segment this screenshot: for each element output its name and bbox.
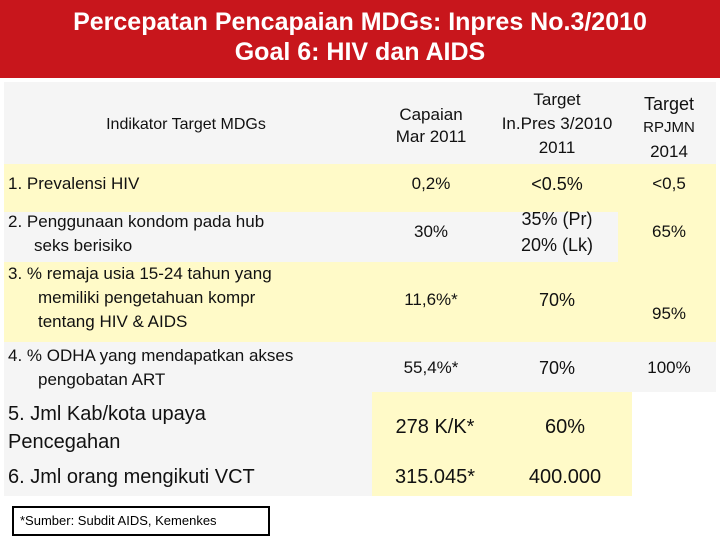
title-bar: Percepatan Pencapaian MDGs: Inpres No.3/…: [0, 0, 720, 78]
row4-inpres: 70%: [538, 358, 576, 378]
row5-capaian: 278 K/K*: [395, 416, 475, 438]
row5-inpres: 60%: [544, 416, 586, 438]
row2-inpres: 35% (Pr) 20% (Lk): [490, 206, 624, 258]
row1-rpjmn: <0,5: [652, 174, 686, 193]
row3-rpjmn: 95%: [651, 304, 687, 323]
row5-indicator: 5. Jml Kab/kota upaya Pencegahan: [8, 400, 206, 456]
empty-corner: [632, 392, 716, 496]
header-inpres-line2: In.Pres 3/2010: [501, 114, 613, 133]
header-rpjmn-line2: RPJMN: [643, 119, 695, 136]
vct-highlight: [372, 392, 632, 496]
row4-indicator-line1: 4. % ODHA yang mendapatkan akses: [8, 346, 294, 365]
row3-indicator: 3. % remaja usia 15-24 tahun yang memili…: [8, 262, 272, 334]
row-4-band: [4, 262, 716, 342]
row1-inpres: <0.5%: [531, 174, 583, 194]
row6-capaian: 315.045*: [394, 466, 476, 488]
row2-inpres-line2: 20% (Lk): [520, 235, 594, 255]
header-inpres: Target In.Pres 3/2010 2011: [490, 88, 624, 160]
header-capaian-line2: Mar 2011: [395, 127, 467, 146]
title-line-2: Goal 6: HIV dan AIDS: [234, 38, 486, 66]
row3-inpres: 70%: [538, 290, 576, 310]
header-rpjmn-line3: 2014: [650, 142, 688, 161]
header-inpres-line3: 2011: [538, 138, 576, 157]
row2-inpres-line1: 35% (Pr): [521, 209, 593, 229]
row5-indicator-line1: 5. Jml Kab/kota upaya: [8, 403, 206, 425]
row1-indicator: 1. Prevalensi HIV: [8, 174, 140, 193]
row6-inpres: 400.000: [528, 466, 602, 488]
title-line-1: Percepatan Pencapaian MDGs: Inpres No.3/…: [73, 8, 647, 36]
header-rpjmn: Target RPJMN 2014: [622, 92, 716, 164]
row3-indicator-line3: tentang HIV & AIDS: [38, 312, 188, 331]
row2-rpjmn: 65%: [651, 222, 687, 241]
row4-rpjmn: 100%: [647, 358, 691, 377]
row3-capaian: 11,6%*: [404, 290, 458, 309]
header-inpres-line1: Target: [533, 90, 581, 109]
row3-indicator-line2: memiliki pengetahuan kompr: [38, 288, 256, 307]
row1-capaian: 0,2%: [411, 174, 451, 193]
row4-indicator-line2: pengobatan ART: [38, 370, 166, 389]
row-2-band: [4, 164, 716, 212]
indicator-table: Indikator Target MDGs Capaian Mar 2011 T…: [4, 82, 716, 496]
row6-indicator: 6. Jml orang mengikuti VCT: [8, 466, 255, 488]
header-capaian-line1: Capaian: [399, 105, 463, 124]
row2-indicator-line2: seks berisiko: [34, 236, 133, 255]
rpjmn-highlight: [618, 178, 716, 262]
row4-capaian: 55,4%*: [403, 358, 459, 377]
row2-capaian: 30%: [413, 222, 449, 241]
header-capaian: Capaian Mar 2011: [368, 104, 494, 148]
row3-indicator-line1: 3. % remaja usia 15-24 tahun yang: [8, 264, 272, 283]
row2-indicator: 2. Penggunaan kondom pada hub seks beris…: [8, 210, 264, 258]
row2-indicator-line1: 2. Penggunaan kondom pada hub: [8, 212, 265, 231]
row5-indicator-line2: Pencegahan: [8, 431, 121, 453]
header-rpjmn-line1: Target: [643, 94, 695, 114]
source-note: *Sumber: Subdit AIDS, Kemenkes: [12, 506, 270, 536]
row4-indicator: 4. % ODHA yang mendapatkan akses pengoba…: [8, 344, 293, 392]
header-indicator: Indikator Target MDGs: [106, 116, 266, 133]
